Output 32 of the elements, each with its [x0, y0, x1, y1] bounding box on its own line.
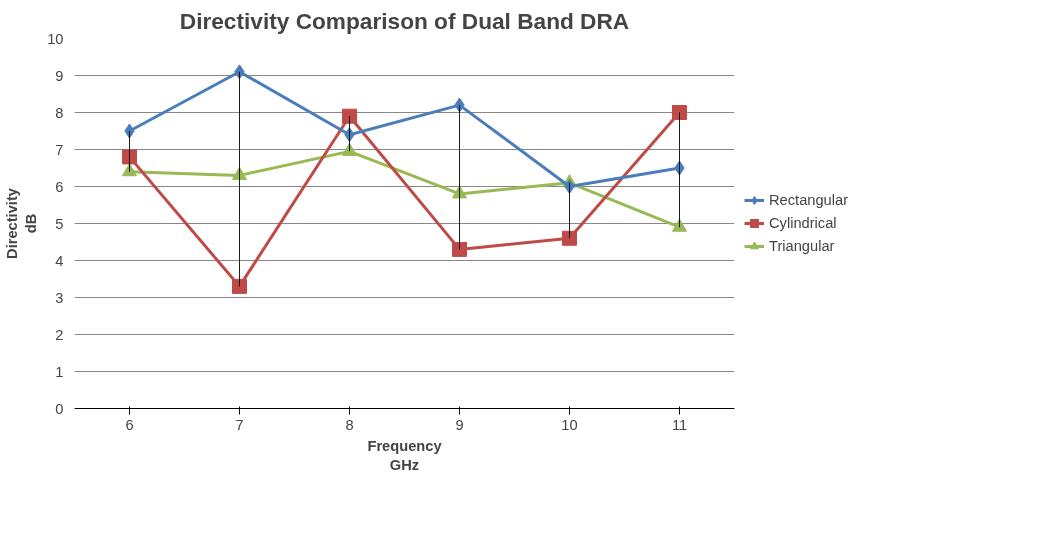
- point: [452, 241, 467, 257]
- y-tick-label: 5: [55, 215, 64, 232]
- y-tick-label: 3: [55, 289, 64, 306]
- point: [122, 149, 137, 165]
- x-tick-label: 11: [671, 416, 688, 433]
- point: [122, 163, 137, 177]
- legend-label: Cylindrical: [769, 215, 837, 231]
- point: [342, 142, 357, 156]
- y-axis-title: Directivity dB: [4, 187, 40, 259]
- x-tick-label: 10: [561, 416, 578, 433]
- y-tick-label: 6: [55, 178, 64, 195]
- y-tick-label: 1: [55, 363, 64, 380]
- chart-title: Directivity Comparison of Dual Band DRA: [179, 7, 630, 34]
- x-tick-label: 7: [235, 416, 244, 433]
- point: [672, 105, 687, 120]
- x-tick-label: 6: [125, 416, 134, 433]
- point: [562, 230, 577, 246]
- x-axis-title: Frequency GHz: [367, 437, 443, 473]
- x-tick-label: 9: [455, 416, 464, 433]
- y-tick-label: 0: [55, 400, 64, 417]
- y-tick-label: 4: [55, 252, 64, 269]
- y-tick-label: 7: [55, 141, 64, 158]
- y-tick-label: 10: [47, 30, 64, 47]
- y-tick-label: 2: [55, 326, 64, 343]
- y-tick-label: 9: [55, 67, 64, 84]
- x-tick-label: 8: [345, 416, 354, 433]
- legend-label: Triangular: [769, 238, 835, 254]
- point: [342, 108, 357, 124]
- legend-label: Rectangular: [769, 192, 849, 208]
- point: [672, 218, 687, 232]
- point: [232, 278, 247, 294]
- y-tick-label: 8: [55, 104, 64, 121]
